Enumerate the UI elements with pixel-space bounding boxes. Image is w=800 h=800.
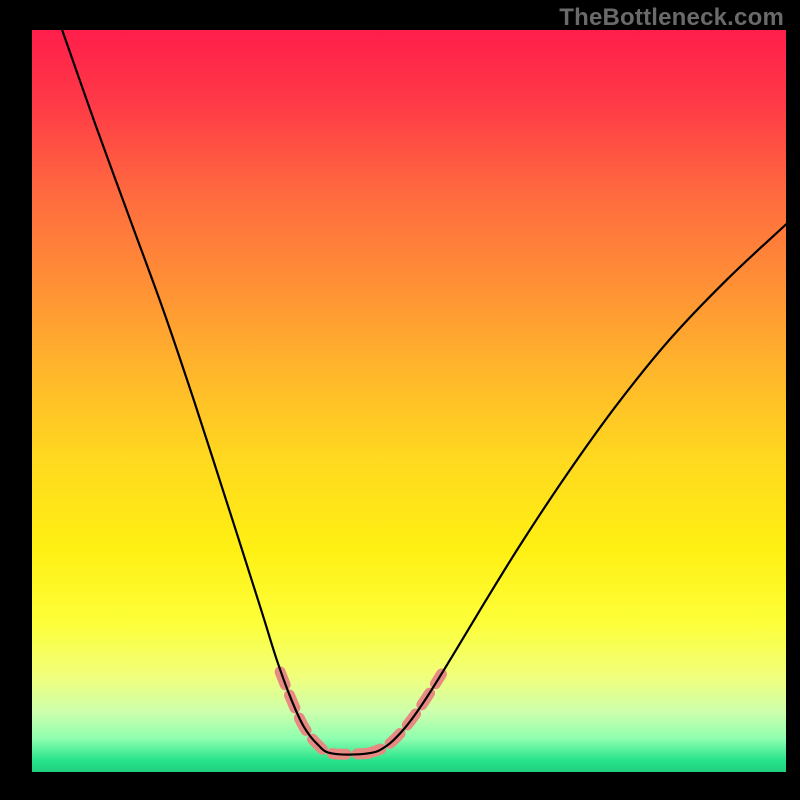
chart-svg xyxy=(32,30,786,772)
watermark-text: TheBottleneck.com xyxy=(559,4,784,32)
chart-plot-area xyxy=(32,30,786,772)
chart-frame: TheBottleneck.com xyxy=(0,0,800,800)
chart-background xyxy=(32,30,786,772)
